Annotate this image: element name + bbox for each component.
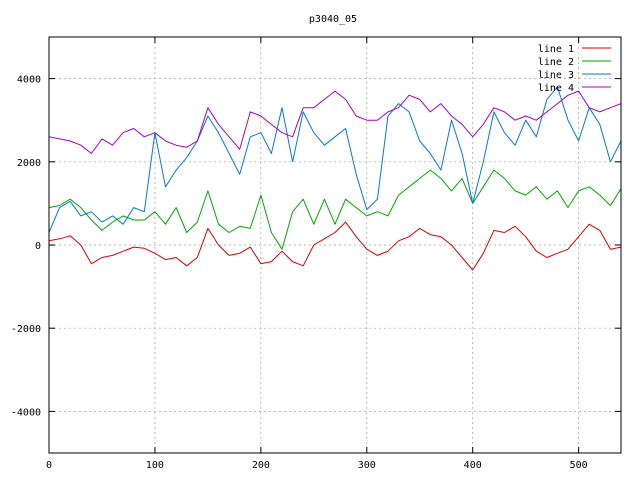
axes: 0 100 200 300 400 500 -4000 -2000 0 2000 4000 <box>11 37 621 471</box>
x-tick-label: 400 <box>464 460 482 471</box>
y-tick-label: 2000 <box>17 158 41 169</box>
y-tick-label: 4000 <box>17 75 41 86</box>
x-tick-label: 200 <box>252 460 270 471</box>
series-line-1 <box>48 221 622 271</box>
x-tick-label: 300 <box>358 460 376 471</box>
legend: line 1 line 2 line 3 line 4 <box>538 44 611 94</box>
y-tick-label: 0 <box>35 241 41 252</box>
x-tick-label: 0 <box>46 460 52 471</box>
y-tick-label: -2000 <box>11 324 41 335</box>
plot-frame <box>48 36 622 454</box>
x-tick-label: 500 <box>570 460 588 471</box>
y-tick-label: -4000 <box>11 407 41 418</box>
legend-label-3: line 3 <box>538 70 574 81</box>
legend-label-4: line 4 <box>538 83 574 94</box>
series-line-3 <box>48 86 622 233</box>
grid <box>49 37 621 453</box>
x-tick-label: 100 <box>146 460 164 471</box>
series-line-2 <box>48 169 622 250</box>
legend-label-2: line 2 <box>538 57 574 68</box>
chart-title: p3040_05 <box>309 14 357 25</box>
legend-label-1: line 1 <box>538 44 574 55</box>
series-line-4 <box>48 90 622 154</box>
series-group <box>48 86 622 271</box>
